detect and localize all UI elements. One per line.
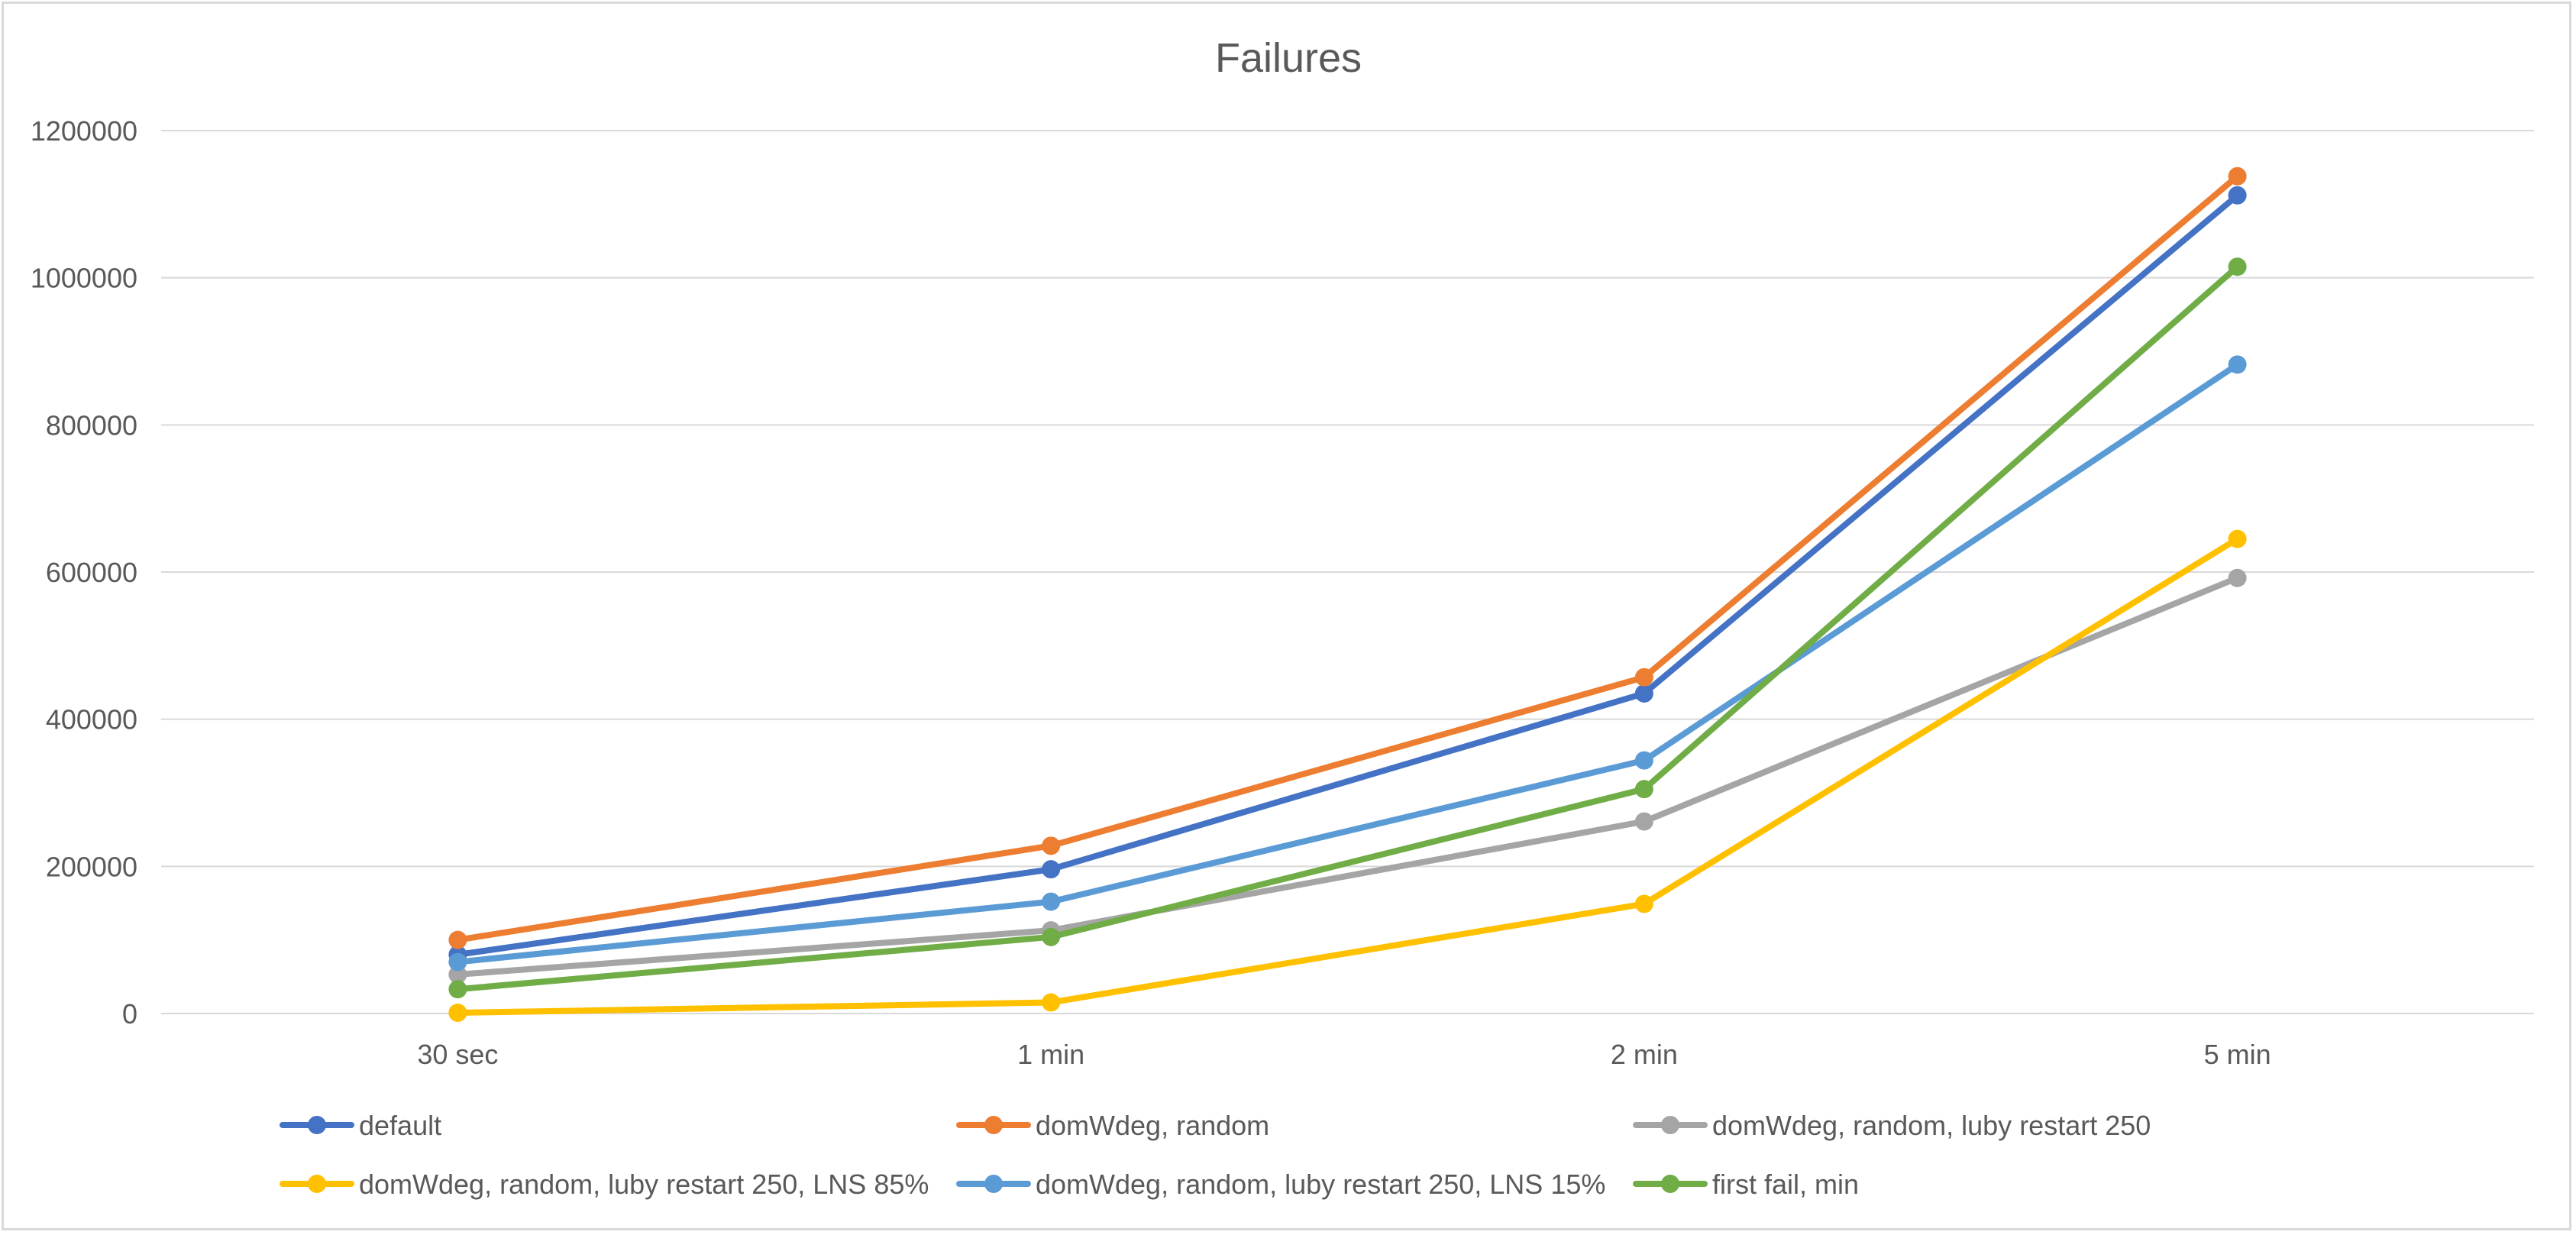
data-point xyxy=(448,980,467,999)
series-domwdeg-random xyxy=(448,166,2247,949)
series-lines xyxy=(448,166,2247,1023)
series-line xyxy=(454,574,2241,978)
legend-marker xyxy=(1661,1175,1679,1193)
data-point xyxy=(2228,529,2247,548)
data-point xyxy=(2228,568,2247,587)
series-line xyxy=(454,535,2241,1017)
data-point xyxy=(2228,257,2247,276)
legend-item: domWdeg, random, luby restart 250, LNS 8… xyxy=(280,1169,929,1200)
series-line xyxy=(454,361,2241,965)
y-tick-label: 800000 xyxy=(46,409,137,441)
data-point xyxy=(448,1004,467,1023)
data-point xyxy=(1634,894,1653,913)
series-line xyxy=(454,263,2241,993)
chart-title: Failures xyxy=(1215,35,1362,81)
legend-marker xyxy=(1661,1116,1679,1134)
data-point xyxy=(1634,751,1653,770)
legend-marker xyxy=(308,1175,326,1193)
data-point xyxy=(1634,668,1653,687)
x-tick-label: 30 sec xyxy=(417,1039,498,1070)
y-tick-label: 400000 xyxy=(46,704,137,736)
data-point xyxy=(1634,812,1653,831)
data-point xyxy=(1634,684,1653,703)
data-point xyxy=(2228,166,2247,186)
series-default xyxy=(448,186,2247,964)
data-point xyxy=(1042,836,1061,855)
legend-item: domWdeg, random, luby restart 250, LNS 1… xyxy=(956,1169,1605,1200)
legend-label: domWdeg, random xyxy=(1036,1110,1269,1141)
x-tick-label: 1 min xyxy=(1017,1039,1084,1070)
y-tick-label: 200000 xyxy=(46,851,137,882)
legend-label: default xyxy=(359,1110,441,1141)
data-point xyxy=(1042,927,1061,946)
data-point xyxy=(448,930,467,949)
legend-label: first fail, min xyxy=(1712,1169,1859,1200)
legend: default domWdeg, random domWdeg, random, l… xyxy=(280,1110,2151,1200)
series-line xyxy=(454,192,2241,958)
legend-item: first fail, min xyxy=(1633,1169,1859,1200)
legend-label: domWdeg, random, luby restart 250, LNS 1… xyxy=(1036,1169,1605,1200)
y-axis-tick-labels: 0 200000 400000 600000 800000 1000000 1200000 xyxy=(31,115,137,1030)
data-point xyxy=(1634,780,1653,799)
data-point xyxy=(1042,993,1061,1012)
y-tick-label: 600000 xyxy=(46,557,137,588)
legend-label: domWdeg, random, luby restart 250 xyxy=(1712,1110,2151,1141)
legend-marker xyxy=(984,1175,1003,1193)
legend-item: domWdeg, random xyxy=(956,1110,1269,1141)
y-tick-label: 0 xyxy=(122,998,137,1030)
data-point xyxy=(1042,892,1061,911)
legend-label: domWdeg, random, luby restart 250, LNS 8… xyxy=(359,1169,929,1200)
series-first-fail-min xyxy=(448,257,2247,999)
series-domwdeg-random-luby-restart-250-lns-85- xyxy=(448,529,2247,1023)
data-point xyxy=(2228,355,2247,374)
legend-marker xyxy=(984,1116,1003,1134)
legend-marker xyxy=(308,1116,326,1134)
y-tick-label: 1200000 xyxy=(31,115,137,147)
x-tick-label: 2 min xyxy=(1611,1039,1678,1070)
legend-item: default xyxy=(280,1110,441,1141)
y-tick-label: 1000000 xyxy=(31,263,137,294)
data-point xyxy=(1042,860,1061,879)
data-point xyxy=(2228,186,2247,205)
x-tick-label: 5 min xyxy=(2204,1039,2271,1070)
x-axis-tick-labels: 30 sec 1 min 2 min 5 min xyxy=(417,1039,2271,1070)
series-line xyxy=(454,173,2241,943)
series-domwdeg-random-luby-restart-250-lns-15- xyxy=(448,355,2247,972)
legend-item: domWdeg, random, luby restart 250 xyxy=(1633,1110,2151,1141)
data-point xyxy=(448,952,467,972)
series-domwdeg-random-luby-restart-250 xyxy=(448,568,2247,984)
